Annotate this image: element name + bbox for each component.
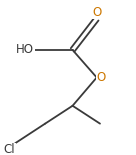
Text: O: O: [97, 71, 106, 84]
Text: O: O: [92, 6, 101, 19]
Text: HO: HO: [16, 43, 34, 56]
Text: Cl: Cl: [4, 143, 15, 155]
